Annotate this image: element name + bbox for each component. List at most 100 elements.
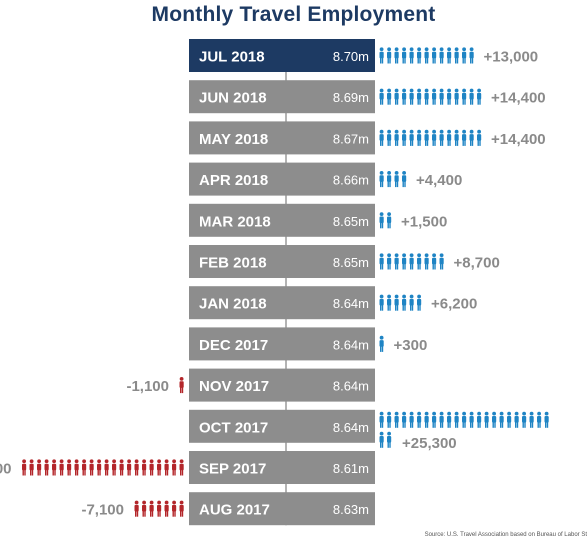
- level-value-jan-2018: 8.64m: [333, 296, 369, 311]
- person-icon: [469, 411, 474, 428]
- person-icon: [469, 88, 474, 105]
- change-label-jan-2018: +6,200: [431, 296, 477, 313]
- month-bar-sep-2017: [189, 451, 375, 484]
- person-icon: [492, 411, 497, 428]
- person-icon: [127, 459, 132, 476]
- month-label-sep-2017: SEP 2017: [199, 461, 266, 478]
- person-icon: [394, 171, 399, 188]
- person-icon: [439, 253, 444, 270]
- person-icon: [44, 459, 49, 476]
- person-icon: [394, 47, 399, 64]
- person-icon: [454, 129, 459, 146]
- person-icon: [409, 88, 414, 105]
- month-bar-feb-2018: [189, 245, 375, 278]
- change-label-nov-2017: -1,100: [126, 378, 169, 395]
- person-icon: [409, 253, 414, 270]
- level-value-mar-2018: 8.65m: [333, 214, 369, 229]
- person-icon: [387, 294, 392, 311]
- person-icon: [469, 47, 474, 64]
- person-icon: [402, 129, 407, 146]
- person-icon: [59, 459, 64, 476]
- person-icon: [477, 411, 482, 428]
- level-value-nov-2017: 8.64m: [333, 379, 369, 394]
- person-icon: [447, 88, 452, 105]
- month-label-may-2018: MAY 2018: [199, 131, 268, 148]
- person-icon: [394, 129, 399, 146]
- person-icon: [409, 47, 414, 64]
- month-bar-dec-2017: [189, 327, 375, 361]
- person-icon: [387, 253, 392, 270]
- change-label-may-2018: +14,400: [491, 131, 546, 148]
- month-bar-apr-2018: [189, 162, 375, 196]
- person-icon: [417, 88, 422, 105]
- person-icon: [379, 294, 384, 311]
- level-value-aug-2017: 8.63m: [333, 502, 369, 517]
- person-icon: [454, 88, 459, 105]
- person-icon: [424, 129, 429, 146]
- person-icon: [402, 294, 407, 311]
- change-label-apr-2018: +4,400: [416, 172, 462, 189]
- month-label-dec-2017: DEC 2017: [199, 337, 268, 354]
- person-icon: [432, 411, 437, 428]
- person-icon: [179, 459, 184, 476]
- person-icon: [379, 411, 384, 428]
- level-value-jul-2018: 8.70m: [333, 49, 369, 64]
- person-icon: [409, 129, 414, 146]
- person-icon: [149, 500, 154, 517]
- person-icon: [417, 294, 422, 311]
- person-icon: [112, 459, 117, 476]
- person-icon: [387, 431, 392, 448]
- level-value-feb-2018: 8.65m: [333, 255, 369, 270]
- change-label-feb-2018: +8,700: [454, 255, 500, 272]
- month-label-apr-2018: APR 2018: [199, 172, 268, 189]
- person-icon: [462, 47, 467, 64]
- person-icon: [29, 459, 34, 476]
- month-bar-jul-2018: [189, 39, 375, 72]
- person-icon: [394, 253, 399, 270]
- person-icon: [82, 459, 87, 476]
- level-value-dec-2017: 8.64m: [333, 337, 369, 352]
- person-icon: [544, 411, 549, 428]
- change-label-dec-2017: +300: [394, 337, 428, 354]
- person-icon: [379, 253, 384, 270]
- person-icon: [439, 129, 444, 146]
- person-icon: [402, 171, 407, 188]
- person-icon: [134, 500, 139, 517]
- person-icon: [97, 459, 102, 476]
- month-bar-oct-2017: [189, 409, 375, 443]
- change-label-aug-2017: -7,100: [81, 502, 124, 519]
- person-icon: [379, 335, 384, 352]
- change-label-mar-2018: +1,500: [401, 213, 447, 230]
- person-icon: [529, 411, 534, 428]
- level-value-may-2018: 8.67m: [333, 131, 369, 146]
- person-icon: [379, 129, 384, 146]
- person-icon: [22, 459, 27, 476]
- person-icon: [149, 459, 154, 476]
- person-icon: [439, 88, 444, 105]
- person-icon: [387, 411, 392, 428]
- level-value-sep-2017: 8.61m: [333, 461, 369, 476]
- person-icon: [537, 411, 542, 428]
- person-icon: [74, 459, 79, 476]
- person-icon: [417, 47, 422, 64]
- person-icon: [424, 411, 429, 428]
- person-icon: [379, 212, 384, 229]
- person-icon: [379, 47, 384, 64]
- person-icon: [447, 411, 452, 428]
- person-icon: [439, 411, 444, 428]
- person-icon: [172, 500, 177, 517]
- person-icon: [469, 129, 474, 146]
- person-icon: [142, 459, 147, 476]
- person-icon: [439, 47, 444, 64]
- person-icon: [507, 411, 512, 428]
- person-icon: [514, 411, 519, 428]
- person-icon: [424, 88, 429, 105]
- person-icon: [37, 459, 42, 476]
- person-icon: [462, 411, 467, 428]
- level-value-apr-2018: 8.66m: [333, 173, 369, 188]
- person-icon: [387, 171, 392, 188]
- level-value-oct-2017: 8.64m: [333, 420, 369, 435]
- person-icon: [409, 294, 414, 311]
- person-icon: [157, 500, 162, 517]
- person-icon: [424, 47, 429, 64]
